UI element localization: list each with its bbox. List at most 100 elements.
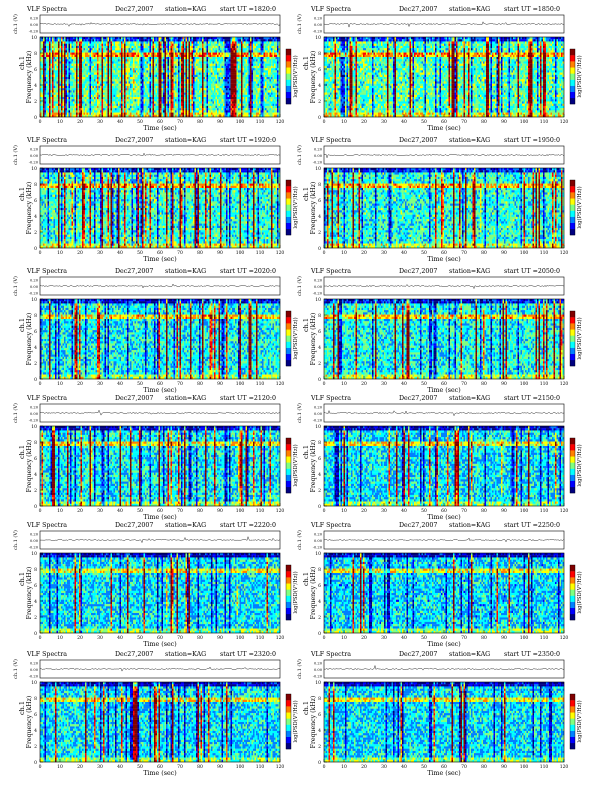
x-tick-label: 50: [137, 250, 143, 256]
x-tick-label: 40: [117, 635, 123, 641]
y-tick-label: 6: [34, 67, 37, 73]
x-tick-label: 120: [276, 635, 285, 641]
channel-axis-label: ch.1 (V): [296, 276, 303, 296]
x-tick-label: 80: [197, 764, 203, 770]
x-tick-label: 90: [217, 119, 223, 125]
x-tick-label: 20: [77, 508, 83, 514]
x-tick-label: 20: [77, 764, 83, 770]
spectrogram-image: [324, 682, 564, 762]
x-tick-label: 100: [520, 119, 529, 125]
x-tick-label: 70: [461, 764, 467, 770]
y-axis-channel-label: ch.1: [302, 701, 310, 715]
y-axis-channel-label: ch.1: [302, 187, 310, 201]
x-tick-label: 80: [481, 250, 487, 256]
y-tick-label: 2: [318, 744, 321, 750]
y-tick-label: 10: [31, 551, 37, 557]
y-tick-label: 2: [34, 361, 37, 367]
x-tick-label: 30: [97, 764, 103, 770]
x-tick-label: 100: [236, 250, 245, 256]
x-tick-label: 30: [97, 381, 103, 387]
colorbar: [570, 49, 575, 104]
x-tick-label: 40: [117, 119, 123, 125]
y-tick-label: 8: [318, 696, 321, 702]
x-tick-label: 100: [236, 508, 245, 514]
channel-axis-label: ch.1 (V): [12, 276, 19, 296]
y-tick-label: 2: [34, 488, 37, 494]
panel-station: station=KAG: [165, 395, 206, 402]
panel-date: Dec27,2007: [115, 522, 153, 529]
x-tick-label: 90: [501, 381, 507, 387]
y-tick-label: 0: [34, 115, 37, 121]
channel-axis-label: ch.1 (V): [296, 403, 303, 423]
panel-date: Dec27,2007: [399, 395, 437, 402]
x-tick-label: 10: [57, 764, 63, 770]
channel-tick-label: -0.20: [29, 30, 39, 34]
x-tick-label: 0: [39, 119, 42, 125]
x-tick-label: 90: [501, 119, 507, 125]
x-tick-label: 20: [361, 764, 367, 770]
panel-title: VLF Spectra: [26, 6, 67, 13]
x-tick-label: 20: [361, 119, 367, 125]
y-tick-label: 2: [318, 615, 321, 621]
y-axis-label: Frequency (kHz): [310, 182, 317, 235]
x-tick-label: 0: [39, 764, 42, 770]
colorbar: [286, 694, 291, 749]
panel-date: Dec27,2007: [399, 137, 437, 144]
x-tick-label: 80: [481, 381, 487, 387]
x-tick-label: 120: [560, 119, 569, 125]
y-tick-label: 0: [318, 377, 321, 383]
y-tick-label: 0: [318, 246, 321, 252]
waveform-frame: [40, 660, 280, 678]
spectrogram-image: [40, 168, 280, 248]
spectrogram-image: [40, 37, 280, 117]
panel-station: station=KAG: [449, 6, 490, 13]
x-tick-label: 30: [381, 119, 387, 125]
panel-start-time: start UT =2050:0: [504, 268, 560, 275]
panel-station: station=KAG: [165, 651, 206, 658]
x-tick-label: 10: [57, 381, 63, 387]
colorbar: [570, 694, 575, 749]
x-tick-label: 80: [197, 635, 203, 641]
x-tick-label: 70: [461, 635, 467, 641]
panel-start-time: start UT =1850:0: [504, 6, 560, 13]
panel-station: station=KAG: [449, 651, 490, 658]
channel-tick-label: 0.20: [314, 406, 323, 410]
colorbar-label: log(PSD(V²/Hz)): [292, 186, 299, 228]
channel-tick-label: -0.20: [313, 292, 323, 296]
channel-tick-label: 0.20: [314, 279, 323, 283]
x-tick-label: 120: [276, 381, 285, 387]
colorbar: [570, 438, 575, 493]
channel-tick-label: 0.00: [314, 154, 323, 158]
channel-tick-label: 0.00: [30, 412, 39, 416]
panel-start-time: start UT =2220:0: [220, 522, 276, 529]
x-tick-label: 30: [97, 250, 103, 256]
panel-start-time: start UT =2250:0: [504, 522, 560, 529]
y-tick-label: 6: [318, 198, 321, 204]
spectrogram-panel: VLF Spectra Dec27,2007 station=KAG start UT…: [296, 6, 583, 132]
colorbar: [286, 49, 291, 104]
channel-axis-label: ch.1 (V): [12, 530, 19, 550]
y-tick-label: 0: [318, 504, 321, 510]
channel-axis-label: ch.1 (V): [12, 145, 19, 165]
channel-tick-label: -0.20: [29, 161, 39, 165]
x-tick-label: 50: [137, 635, 143, 641]
channel-tick-label: 0.20: [30, 662, 39, 666]
panel-date: Dec27,2007: [399, 6, 437, 13]
x-tick-label: 20: [361, 635, 367, 641]
x-tick-label: 90: [217, 250, 223, 256]
y-axis-label: Frequency (kHz): [310, 313, 317, 366]
x-tick-label: 20: [77, 119, 83, 125]
channel-tick-label: 0.00: [314, 412, 323, 416]
y-tick-label: 0: [318, 115, 321, 121]
colorbar-label: log(PSD(V²/Hz)): [576, 186, 583, 228]
spectrogram-panel: VLF Spectra Dec27,2007 station=KAG start UT…: [12, 522, 299, 648]
channel-axis-label: ch.1 (V): [12, 659, 19, 679]
x-tick-label: 80: [197, 119, 203, 125]
x-tick-label: 50: [421, 508, 427, 514]
y-tick-label: 2: [318, 99, 321, 105]
colorbar: [286, 311, 291, 366]
panel-title: VLF Spectra: [26, 268, 67, 275]
x-tick-label: 50: [137, 764, 143, 770]
x-tick-label: 110: [540, 119, 549, 125]
colorbar-label: log(PSD(V²/Hz)): [576, 700, 583, 742]
